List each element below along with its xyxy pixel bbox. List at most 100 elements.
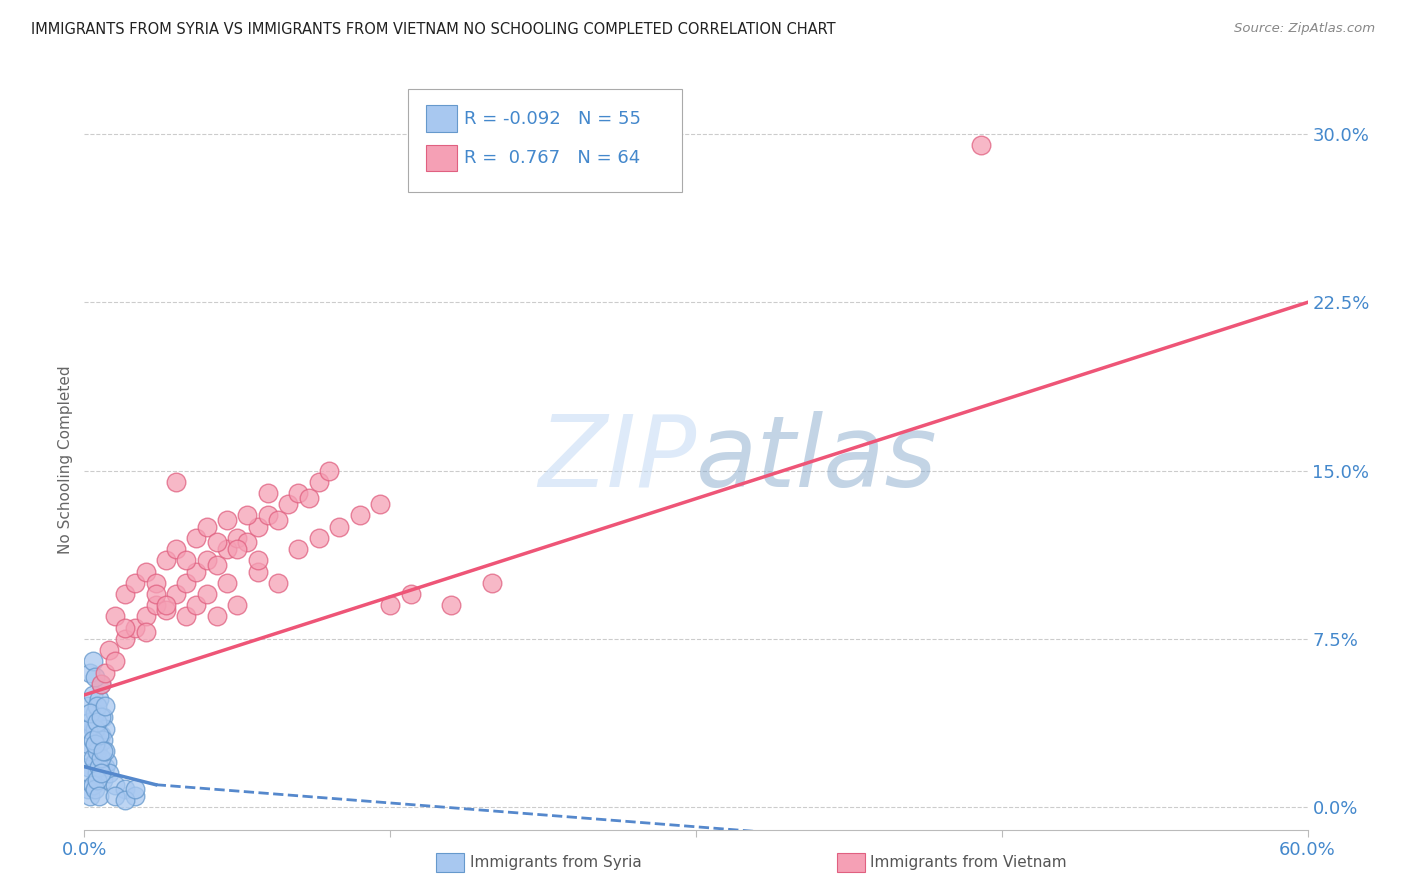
Point — [77, 760, 100, 774]
Point — [308, 531, 330, 545]
Point — [135, 565, 157, 579]
Point — [186, 598, 208, 612]
Point — [174, 575, 197, 590]
Point — [83, 722, 105, 736]
Point — [217, 542, 239, 557]
Point — [257, 486, 280, 500]
Text: ZIP: ZIP — [537, 411, 696, 508]
Text: R = -0.092   N = 55: R = -0.092 N = 55 — [464, 110, 641, 128]
Point — [246, 553, 269, 567]
Point — [83, 706, 105, 720]
Point — [174, 553, 197, 567]
Point — [79, 766, 101, 780]
Point — [145, 598, 167, 612]
Point — [186, 565, 208, 579]
Point — [277, 497, 299, 511]
Point — [86, 744, 108, 758]
Point — [87, 728, 110, 742]
Point — [79, 789, 101, 803]
Point — [87, 737, 110, 751]
Point — [79, 706, 101, 720]
Point — [86, 699, 108, 714]
Point — [87, 789, 110, 803]
Point — [440, 598, 463, 612]
Point — [287, 486, 309, 500]
Point — [236, 508, 259, 523]
Point — [79, 665, 101, 680]
Point — [83, 670, 105, 684]
Point — [104, 778, 127, 792]
Point — [267, 575, 290, 590]
Point — [114, 587, 136, 601]
Point — [96, 756, 118, 770]
Point — [90, 751, 112, 765]
Point — [124, 782, 146, 797]
Point — [91, 744, 114, 758]
Point — [165, 587, 187, 601]
Point — [104, 654, 127, 668]
Point — [155, 603, 177, 617]
Text: atlas: atlas — [696, 411, 938, 508]
Text: Immigrants from Vietnam: Immigrants from Vietnam — [870, 855, 1067, 870]
Point — [91, 732, 114, 747]
Point — [91, 773, 114, 788]
Point — [186, 531, 208, 545]
Point — [205, 535, 228, 549]
Point — [124, 575, 146, 590]
Point — [97, 766, 120, 780]
Point — [82, 751, 104, 765]
Point — [124, 621, 146, 635]
Point — [87, 760, 110, 774]
Point — [91, 710, 114, 724]
Point — [226, 542, 249, 557]
Point — [104, 789, 127, 803]
Point — [86, 714, 108, 729]
Point — [114, 793, 136, 807]
Point — [195, 553, 218, 567]
Y-axis label: No Schooling Completed: No Schooling Completed — [58, 365, 73, 554]
Point — [90, 728, 112, 742]
Point — [236, 535, 259, 549]
Point — [145, 575, 167, 590]
Point — [86, 773, 108, 788]
Point — [90, 710, 112, 724]
Point — [195, 519, 218, 533]
Point — [267, 513, 290, 527]
Point — [77, 722, 100, 736]
Point — [217, 513, 239, 527]
Point — [79, 744, 101, 758]
Point — [328, 519, 350, 533]
Point — [93, 760, 115, 774]
Point — [114, 632, 136, 646]
Point — [114, 782, 136, 797]
Point — [82, 732, 104, 747]
Point — [298, 491, 321, 505]
Point — [104, 609, 127, 624]
Text: Source: ZipAtlas.com: Source: ZipAtlas.com — [1234, 22, 1375, 36]
Point — [217, 575, 239, 590]
Point — [82, 654, 104, 668]
Point — [226, 531, 249, 545]
Point — [165, 475, 187, 489]
Point — [87, 692, 110, 706]
Point — [77, 782, 100, 797]
Point — [93, 722, 115, 736]
Point — [114, 621, 136, 635]
Point — [97, 643, 120, 657]
Point — [93, 744, 115, 758]
Point — [124, 789, 146, 803]
Point — [349, 508, 371, 523]
Point — [205, 558, 228, 572]
Point — [86, 732, 108, 747]
Point — [82, 688, 104, 702]
Point — [257, 508, 280, 523]
Point — [82, 778, 104, 792]
Point — [77, 737, 100, 751]
Text: Immigrants from Syria: Immigrants from Syria — [470, 855, 641, 870]
Point — [205, 609, 228, 624]
Point — [308, 475, 330, 489]
Point — [82, 722, 104, 736]
Point — [77, 699, 100, 714]
Point — [481, 575, 503, 590]
Point — [145, 587, 167, 601]
